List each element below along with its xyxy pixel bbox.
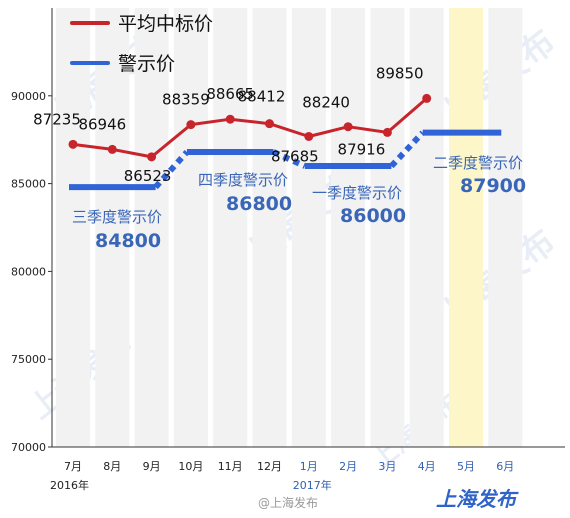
average-price-label: 88240 [302,94,350,112]
month-band [56,8,90,447]
month-band [252,8,287,447]
month-bands [56,8,523,447]
month-band [488,8,523,447]
month-band [331,8,366,447]
data-labels: 三季度警示价 84800 四季度警示价 86800 一季度警示价 86000 二季度警示价 8… [33,64,526,252]
legend: 平均中标价 警示价 [70,13,213,75]
month-band [95,8,130,447]
y-tick-label: 70000 [11,441,46,454]
average-price-label: 88665 [206,85,254,103]
x-tick-label: 6月 [496,460,514,473]
average-price-point [68,139,78,149]
warning-segment-value: 86800 [226,193,292,215]
average-price-label: 87235 [33,110,81,128]
warning-connector [272,149,307,169]
x-tick-label: 5月 [457,460,475,473]
y-tick-label: 80000 [11,265,46,278]
warning-connector [389,130,425,169]
y-tick-label: 90000 [11,90,46,103]
warning-segment-label: 二季度警示价 [433,154,523,172]
warning-segment-label: 三季度警示价 [72,208,162,226]
x-tick-label: 3月 [378,460,396,473]
average-price-line [72,97,428,159]
y-axis: 70000 75000 80000 85000 90000 [11,8,565,454]
highlight-band [449,8,483,447]
warning-segment-label: 四季度警示价 [198,171,288,189]
warning-segment-value: 87900 [460,175,526,197]
average-price-point [422,93,432,103]
average-price-point [186,120,196,130]
average-price-point [304,131,314,141]
warning-connector [153,149,190,190]
x-tick-label: 11月 [218,460,243,473]
warning-segment-value: 86000 [340,205,406,227]
month-band [409,8,444,447]
average-price-point [382,127,392,137]
year-label: 2016年 [50,478,89,492]
y-tick-label: 85000 [11,178,46,191]
x-tick-label: 12月 [257,460,282,473]
x-tick-label: 2月 [339,460,357,473]
x-tick-label: 7月 [64,460,82,473]
x-axis: 7月 8月 9月 10月 11月 12月 1月 2月 3月 4月 5月 6月 2016年 2017年 [50,460,514,492]
average-price-label: 88412 [238,88,286,106]
warning-segment-value: 84800 [95,230,161,252]
weibo-handle: @上海发布 [258,495,318,510]
average-price-label: 86523 [124,167,172,185]
year-label: 2017年 [293,478,332,492]
x-tick-label: 10月 [178,460,203,473]
month-band [134,8,169,447]
month-band [173,8,208,447]
month-band [291,8,326,447]
x-tick-label: 8月 [103,460,121,473]
x-tick-label: 4月 [418,460,436,473]
legend-average-label: 平均中标价 [118,13,213,35]
footer: @上海发布 上海发布 [258,487,519,511]
warning-price-series [69,129,502,191]
x-tick-label: 1月 [300,460,318,473]
month-band [370,8,405,447]
average-price-point [343,122,353,132]
average-price-label: 88359 [162,91,210,109]
average-price-point [265,119,274,129]
y-tick-label: 75000 [11,353,46,366]
average-price-point [147,152,157,162]
legend-warning-label: 警示价 [118,53,175,75]
warning-segment-label: 一季度警示价 [312,184,402,202]
month-band [213,8,248,447]
average-price-series [68,93,432,162]
x-tick-label: 9月 [143,460,161,473]
brand-logo-text: 上海发布 [436,487,519,511]
average-price-point [107,144,117,154]
average-price-label: 86946 [78,115,126,133]
average-price-point [225,114,235,124]
average-price-label: 89850 [376,64,424,82]
average-price-label: 87916 [338,140,386,158]
average-price-label: 87685 [271,147,319,165]
